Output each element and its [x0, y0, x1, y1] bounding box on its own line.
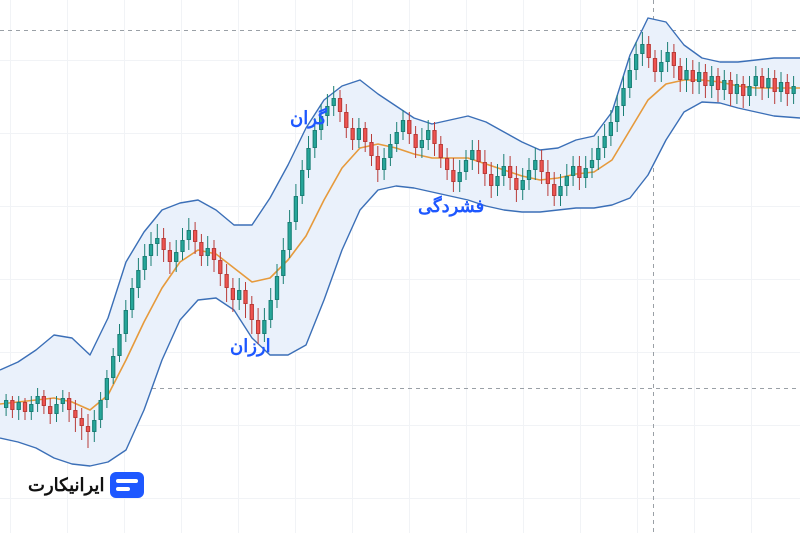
- card-icon: [110, 472, 144, 498]
- label-squeeze: فشردگی: [418, 196, 484, 217]
- bollinger-candlestick-chart: [0, 0, 800, 533]
- chart-container: گران فشردگی ارزان ایرانیکارت: [0, 0, 800, 533]
- watermark-logo: ایرانیکارت: [28, 472, 144, 498]
- label-expensive: گران: [290, 108, 327, 129]
- logo-text: ایرانیکارت: [28, 475, 104, 496]
- label-cheap: ارزان: [230, 336, 271, 357]
